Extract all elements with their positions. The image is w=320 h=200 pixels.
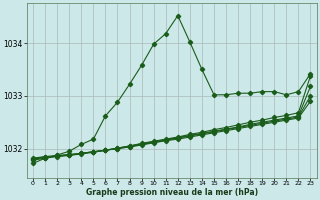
X-axis label: Graphe pression niveau de la mer (hPa): Graphe pression niveau de la mer (hPa) bbox=[86, 188, 258, 197]
